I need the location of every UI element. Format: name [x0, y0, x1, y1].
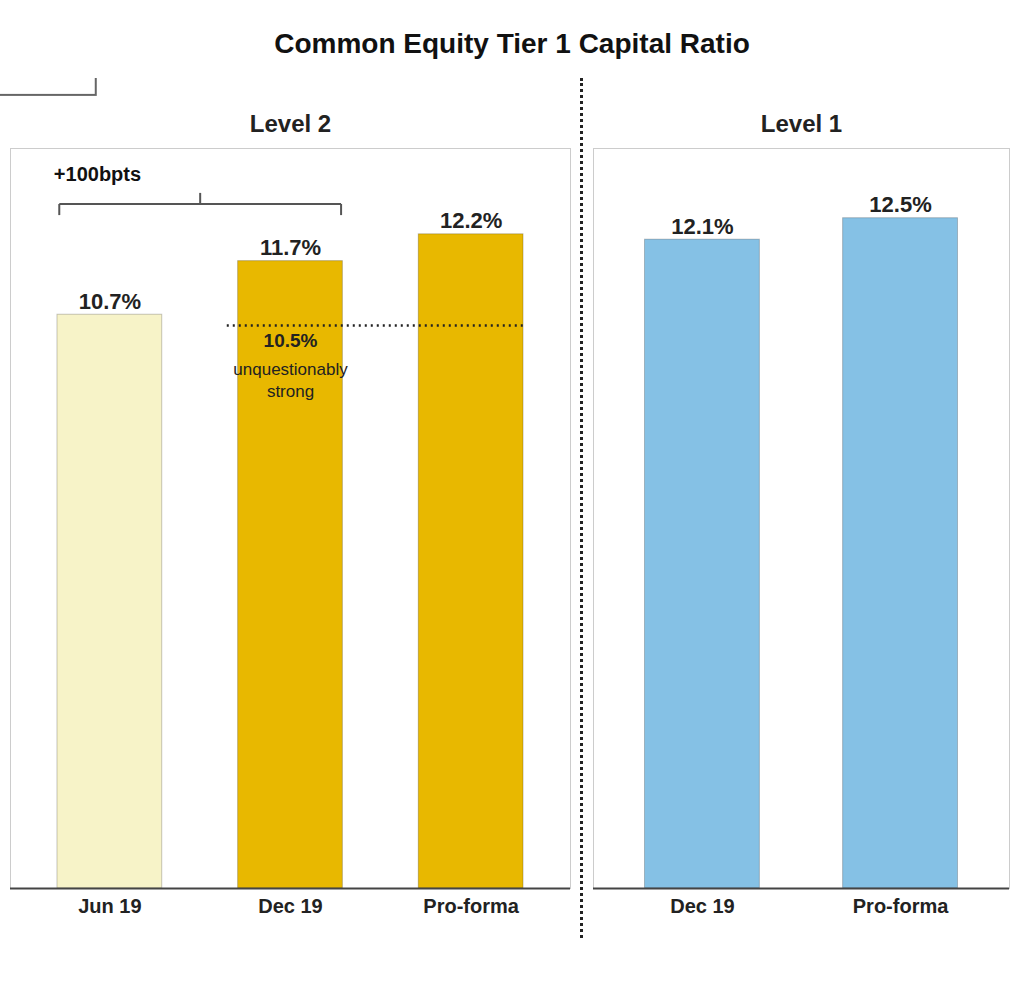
svg-text:10.5%: 10.5% — [264, 330, 318, 351]
svg-text:12.2%: 12.2% — [440, 208, 502, 233]
html-text:Common Equity Tier 1 Capital R: Common Equity Tier 1 Capital Ratio — [274, 28, 750, 59]
svg-text:11.7%: 11.7% — [260, 235, 321, 260]
svg-text:+100bpts: +100bpts — [54, 163, 141, 185]
svg-text:Dec 19: Dec 19 — [670, 895, 735, 917]
svg-text:12.1%: 12.1% — [671, 214, 733, 239]
svg-text:12.5%: 12.5% — [869, 192, 931, 217]
svg-text:Dec 19: Dec 19 — [258, 895, 323, 917]
svg-text:Pro-forma: Pro-forma — [853, 895, 949, 917]
svg-text:Jun 19: Jun 19 — [78, 895, 141, 917]
svg-text:Level 1: Level 1 — [761, 110, 842, 137]
svg-text:10.7%: 10.7% — [79, 289, 141, 314]
svg-text:Level 2: Level 2 — [250, 110, 331, 137]
svg-text:unquestionablystrong: unquestionablystrong — [233, 360, 348, 401]
svg-text:Pro-forma: Pro-forma — [423, 895, 519, 917]
